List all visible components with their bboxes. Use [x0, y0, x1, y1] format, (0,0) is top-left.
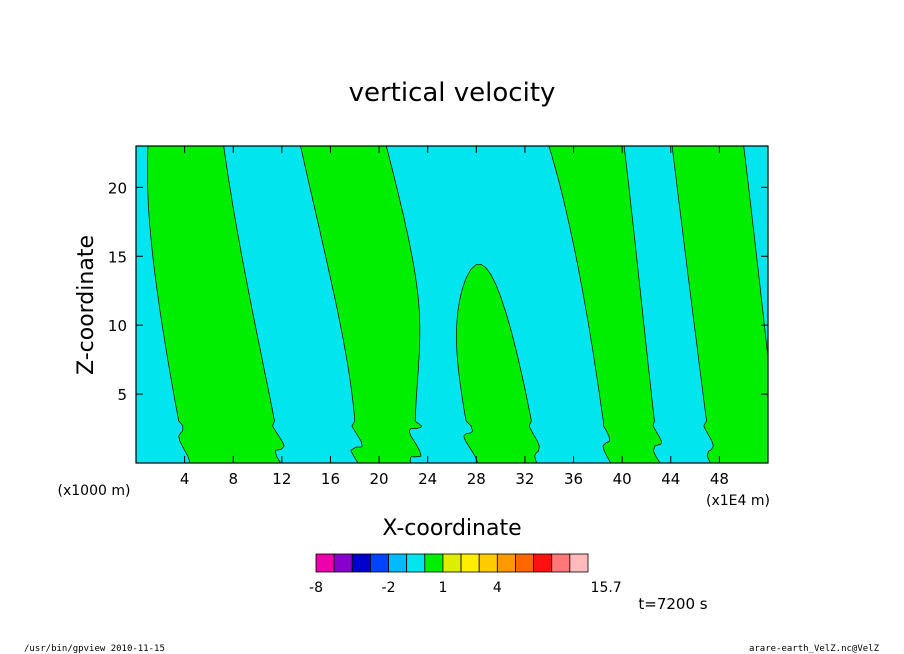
time-label: t=7200 s: [638, 595, 707, 613]
colorbar-swatch: [515, 553, 535, 573]
colorbar-swatch: [315, 553, 335, 573]
colorbar-swatch: [460, 553, 480, 573]
colorbar-swatch: [569, 553, 589, 573]
plot-area: [135, 145, 769, 464]
colorbar-label: -8: [309, 580, 323, 596]
footer-left: /usr/bin/gpview 2010-11-15: [24, 644, 165, 654]
x-tick-label: 28: [467, 470, 486, 488]
x-tick-label: 12: [272, 470, 291, 488]
colorbar-swatch: [351, 553, 371, 573]
colorbar-swatch: [496, 553, 516, 573]
x-tick-label: 48: [710, 470, 729, 488]
x-tick-label: 36: [564, 470, 583, 488]
x-axis-ticks: 4 8 12 16 20 24 28 32 36 40 44 48: [180, 146, 729, 488]
colorbar-swatch: [424, 553, 444, 573]
x-tick-label: 16: [321, 470, 340, 488]
y-axis-label: Z-coordinate: [74, 235, 99, 375]
colorbar-swatch: [478, 553, 498, 573]
colorbar: -8 -2 1 4 15.7: [309, 553, 622, 596]
plot-frame: [135, 145, 769, 464]
colorbar-swatch: [551, 553, 571, 573]
colorbar-label: 4: [493, 580, 502, 596]
colorbar-swatch: [406, 553, 426, 573]
y-tick-label: 5: [117, 386, 127, 404]
x-tick-label: 32: [515, 470, 534, 488]
x-tick-label: 4: [180, 470, 190, 488]
colorbar-swatch: [442, 553, 462, 573]
colorbar-label: -2: [382, 580, 396, 596]
y-tick-label: 15: [108, 248, 127, 266]
x-unit-right: (x1E4 m): [706, 493, 770, 509]
colorbar-swatch: [369, 553, 389, 573]
colorbar-label: 1: [438, 580, 447, 596]
colorbar-swatch: [388, 553, 408, 573]
y-tick-label: 10: [108, 317, 127, 335]
colorbar-swatch: [333, 553, 353, 573]
x-axis-label: X-coordinate: [382, 516, 521, 541]
x-unit-left: (x1000 m): [58, 483, 131, 499]
x-tick-label: 24: [418, 470, 437, 488]
contour-lines: [147, 146, 768, 463]
chart-title: vertical velocity: [349, 78, 556, 108]
y-axis-ticks: 5 10 15 20: [108, 179, 768, 404]
colorbar-label: 15.7: [591, 580, 622, 596]
y-tick-label: 20: [108, 179, 127, 197]
x-tick-label: 20: [370, 470, 389, 488]
x-tick-label: 8: [228, 470, 238, 488]
velocity-field: [147, 146, 768, 463]
x-tick-label: 44: [661, 470, 680, 488]
footer-right: arare-earth_VelZ.nc@VelZ: [749, 644, 880, 654]
colorbar-swatch: [533, 553, 553, 573]
x-tick-label: 40: [613, 470, 632, 488]
